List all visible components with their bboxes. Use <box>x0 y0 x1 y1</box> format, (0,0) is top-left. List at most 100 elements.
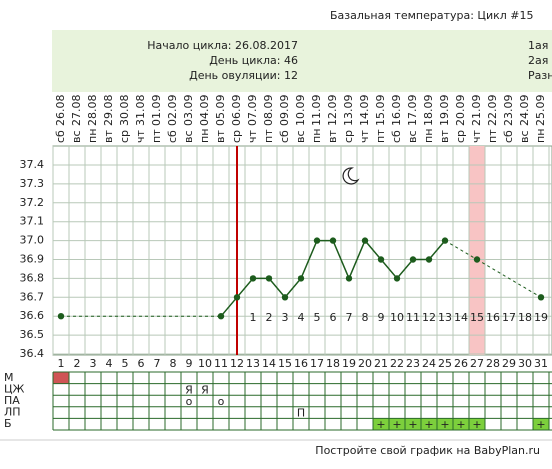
cycle-day: 28 <box>486 357 500 370</box>
weekday-label: сб <box>278 130 291 143</box>
row-cell: + <box>392 418 401 431</box>
weekday-label: ср <box>454 130 467 143</box>
row-label: ЛП <box>4 406 21 419</box>
cycle-day: 17 <box>310 357 324 370</box>
weekday-label: ср <box>342 130 355 143</box>
date-label: 04.09 <box>198 95 211 127</box>
weekday-label: чт <box>246 130 259 143</box>
cycle-day: 8 <box>170 357 177 370</box>
row-cell: + <box>424 418 433 431</box>
post-ovulation-day: 18 <box>518 311 532 324</box>
y-tick-label: 37.1 <box>20 215 45 228</box>
row-cell: + <box>536 418 545 431</box>
post-ovulation-day: 4 <box>298 311 305 324</box>
post-ovulation-day: 15 <box>470 311 484 324</box>
row-cell: Я <box>185 383 193 396</box>
post-ovulation-day: 8 <box>362 311 369 324</box>
info-line: 1ая <box>528 39 548 52</box>
cycle-day: 5 <box>122 357 129 370</box>
weekday-label: пт <box>262 129 275 143</box>
weekday-label: пн <box>422 129 435 143</box>
date-label: 24.09 <box>518 95 531 127</box>
row-cell: + <box>456 418 465 431</box>
temperature-point <box>281 294 289 301</box>
date-label: 05.09 <box>214 95 227 127</box>
y-tick-label: 36.8 <box>20 271 45 284</box>
cycle-day: 9 <box>186 357 193 370</box>
info-box <box>52 30 552 92</box>
weekday-label: сб <box>54 130 67 143</box>
temperature-point <box>265 275 273 282</box>
date-label: 13.09 <box>342 95 355 127</box>
weekday-label: сб <box>502 130 515 143</box>
weekday-label: сб <box>166 130 179 143</box>
weekday-label: вс <box>406 130 419 143</box>
date-label: 15.09 <box>374 95 387 127</box>
temperature-point <box>233 294 241 301</box>
row-fill <box>373 418 389 430</box>
post-ovulation-day: 6 <box>330 311 337 324</box>
chart-title: Базальная температура: Цикл #15 <box>330 9 534 22</box>
temperature-point <box>313 237 321 244</box>
y-tick-label: 37.4 <box>20 158 45 171</box>
date-label: 20.09 <box>454 95 467 127</box>
weekday-label: пн <box>198 129 211 143</box>
weekday-label: вт <box>438 130 451 143</box>
y-tick-label: 37.0 <box>20 234 45 247</box>
date-label: 23.09 <box>502 95 515 127</box>
post-ovulation-day: 17 <box>502 311 516 324</box>
cycle-day: 2 <box>74 357 81 370</box>
y-tick-label: 37.2 <box>20 196 45 209</box>
date-label: 29.08 <box>102 95 115 127</box>
temperature-point <box>297 275 305 282</box>
info-line: Разн <box>528 69 552 82</box>
highlight-band <box>469 146 485 355</box>
date-label: 06.09 <box>230 95 243 127</box>
weekday-label: пн <box>86 129 99 143</box>
temperature-point <box>409 256 417 263</box>
temperature-point <box>345 275 353 282</box>
date-label: 17.09 <box>406 95 419 127</box>
weekday-label: вс <box>70 130 83 143</box>
weekday-label: вс <box>182 130 195 143</box>
cycle-day: 1 <box>58 357 65 370</box>
row-fill <box>469 418 485 430</box>
post-ovulation-day: 9 <box>378 311 385 324</box>
row-fill <box>405 418 421 430</box>
temperature-point <box>249 275 257 282</box>
gap-connector <box>444 240 478 260</box>
cycle-day: 3 <box>90 357 97 370</box>
weekday-label: чт <box>134 130 147 143</box>
weekday-label: ср <box>230 130 243 143</box>
date-label: 27.08 <box>70 95 83 127</box>
date-label: 21.09 <box>470 95 483 127</box>
weekday-label: пт <box>486 129 499 143</box>
post-ovulation-day: 19 <box>534 311 548 324</box>
moon-icon <box>342 167 360 185</box>
cycle-day: 23 <box>406 357 420 370</box>
row-fill <box>53 372 69 384</box>
cycle-day: 6 <box>138 357 145 370</box>
weekday-label: вт <box>214 130 227 143</box>
row-cell: + <box>472 418 481 431</box>
weekday-label: вс <box>294 130 307 143</box>
row-cell: Я <box>201 383 209 396</box>
cycle-day: 15 <box>278 357 292 370</box>
cycle-day: 27 <box>470 357 484 370</box>
temperature-point <box>329 237 337 244</box>
date-label: 19.09 <box>438 95 451 127</box>
row-label: Б <box>4 417 12 430</box>
weekday-label: пт <box>150 129 163 143</box>
post-ovulation-day: 2 <box>266 311 273 324</box>
y-tick-label: 36.6 <box>20 309 45 322</box>
row-fill <box>533 418 549 430</box>
cycle-day: 30 <box>518 357 532 370</box>
weekday-label: пт <box>374 129 387 143</box>
row-cell: о <box>218 395 225 408</box>
y-tick-label: 36.4 <box>20 347 45 360</box>
temperature-point <box>57 313 65 320</box>
date-label: 18.09 <box>422 95 435 127</box>
date-label: 28.08 <box>86 95 99 127</box>
post-ovulation-day: 5 <box>314 311 321 324</box>
